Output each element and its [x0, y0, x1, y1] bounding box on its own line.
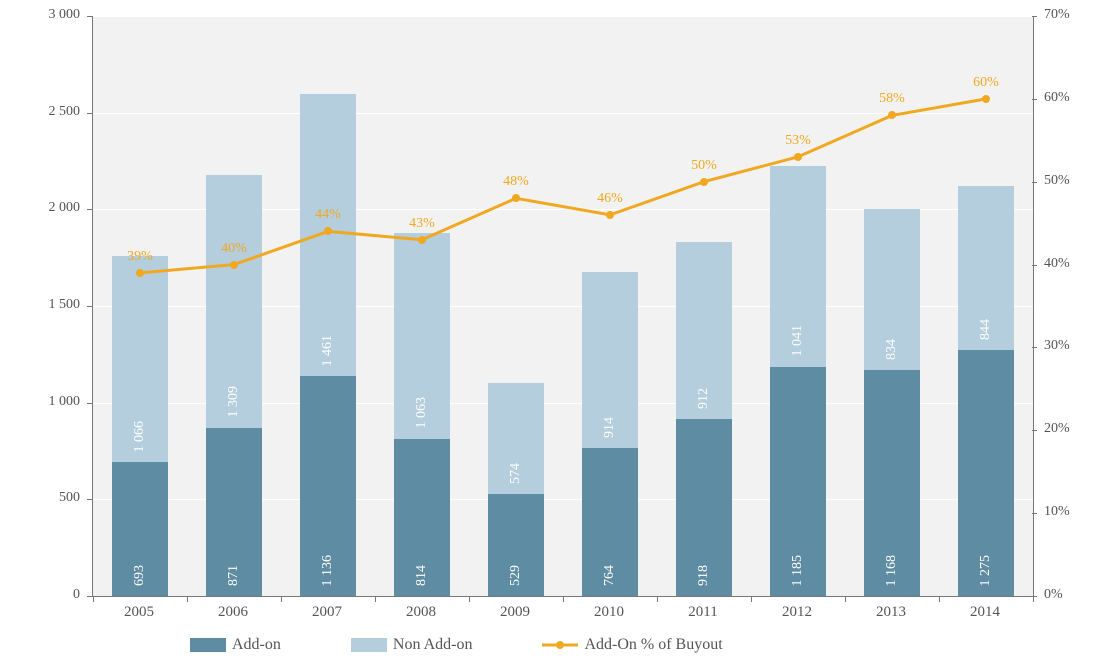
legend-swatch	[351, 638, 387, 652]
buyout-chart: 6931 0668711 3091 1361 4618141 063529574…	[0, 0, 1093, 672]
pct-marker	[794, 153, 802, 161]
x-category-label: 2014	[970, 604, 1000, 621]
legend: Add-on Non Add-on Add-On % of Buyout	[190, 636, 723, 654]
y-right-tick-label: 0%	[1044, 587, 1063, 603]
pct-label: 53%	[785, 133, 811, 149]
pct-marker	[512, 194, 520, 202]
legend-label: Add-on	[232, 636, 281, 654]
pct-marker	[888, 111, 896, 119]
pct-marker	[324, 227, 332, 235]
pct-marker	[700, 178, 708, 186]
x-category-label: 2010	[594, 604, 624, 621]
pct-label: 40%	[221, 241, 247, 257]
legend-item-add-on: Add-on	[190, 636, 281, 654]
y-right-tick-label: 20%	[1044, 421, 1070, 437]
y-left-tick-label: 0	[73, 587, 80, 603]
y-right-tick-label: 40%	[1044, 256, 1070, 272]
pct-marker	[136, 269, 144, 277]
pct-marker	[418, 236, 426, 244]
pct-label: 48%	[503, 174, 529, 190]
x-category-label: 2013	[876, 604, 906, 621]
pct-label: 39%	[127, 249, 153, 265]
y-right-tick-label: 30%	[1044, 338, 1070, 354]
x-category-label: 2006	[218, 604, 248, 621]
y-left-tick-label: 2 000	[49, 200, 81, 216]
x-category-label: 2007	[312, 604, 342, 621]
y-left-tick-label: 2 500	[49, 104, 81, 120]
pct-label: 58%	[879, 91, 905, 107]
pct-label: 60%	[973, 75, 999, 91]
plot-area: 6931 0668711 3091 1361 4618141 063529574…	[92, 16, 1034, 597]
legend-swatch	[190, 638, 226, 652]
y-left-tick-label: 500	[59, 490, 80, 506]
legend-label: Add-On % of Buyout	[584, 636, 722, 654]
pct-label: 44%	[315, 207, 341, 223]
y-right-tick-label: 50%	[1044, 173, 1070, 189]
x-category-label: 2011	[688, 604, 717, 621]
pct-label: 50%	[691, 158, 717, 174]
x-category-label: 2009	[500, 604, 530, 621]
legend-item-non-add-on: Non Add-on	[351, 636, 473, 654]
y-left-tick-label: 1 000	[49, 394, 81, 410]
legend-item-pct-line: Add-On % of Buyout	[542, 636, 722, 654]
x-category-label: 2008	[406, 604, 436, 621]
x-category-label: 2012	[782, 604, 812, 621]
y-right-tick-label: 10%	[1044, 504, 1070, 520]
pct-marker	[982, 95, 990, 103]
pct-marker	[606, 211, 614, 219]
y-left-tick-label: 3 000	[49, 7, 81, 23]
pct-marker	[230, 261, 238, 269]
x-category-label: 2005	[124, 604, 154, 621]
pct-label: 46%	[597, 191, 623, 207]
legend-line-swatch	[542, 638, 578, 652]
legend-label: Non Add-on	[393, 636, 473, 654]
y-right-tick-label: 60%	[1044, 90, 1070, 106]
y-left-tick-label: 1 500	[49, 297, 81, 313]
y-right-tick-label: 70%	[1044, 7, 1070, 23]
pct-label: 43%	[409, 216, 435, 232]
